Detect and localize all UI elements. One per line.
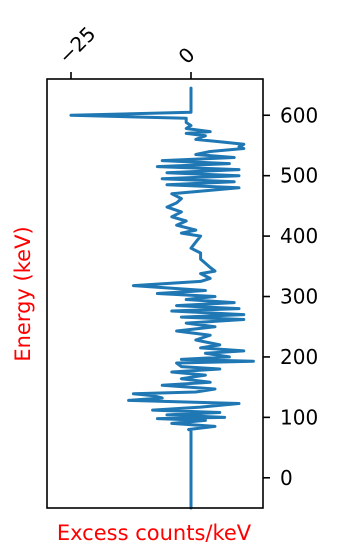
series-line-0 [69, 86, 255, 510]
y-tick-label: 300 [280, 285, 318, 309]
y-axis-label: Energy (keV) [11, 226, 35, 361]
x-tick-label: 0 [174, 43, 200, 69]
y-tick-label: 100 [280, 405, 318, 429]
plot-frame [46, 78, 264, 509]
y-tick-label: 400 [280, 224, 318, 248]
y-axis-ticks: 0 100 200 300 400 500 600 [263, 103, 318, 490]
y-tick-label: 200 [280, 345, 318, 369]
x-tick-label: −25 [54, 22, 101, 69]
x-axis-label: Excess counts/keV [57, 521, 252, 545]
x-axis-ticks: −25 0 [54, 22, 200, 79]
y-tick-label: 0 [280, 466, 293, 490]
y-tick-label: 500 [280, 164, 318, 188]
plot-area [46, 78, 264, 510]
y-tick-label: 600 [280, 103, 318, 127]
